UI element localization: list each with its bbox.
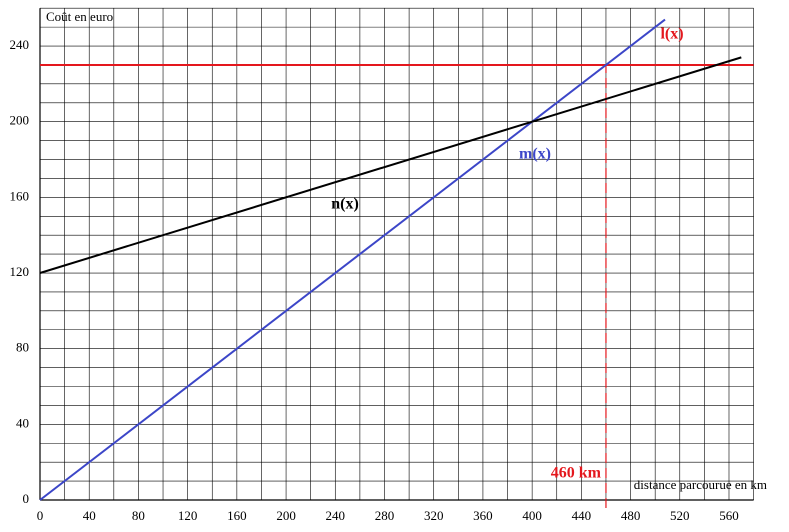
x-tick-label: 0 <box>37 508 44 523</box>
x-tick-label: 400 <box>522 508 542 523</box>
series-label: m(x) <box>519 146 551 163</box>
x-tick-label: 480 <box>621 508 641 523</box>
x-tick-label: 40 <box>83 508 96 523</box>
x-tick-label: 160 <box>227 508 247 523</box>
x-tick-label: 120 <box>178 508 198 523</box>
x-tick-label: 360 <box>473 508 493 523</box>
chart: Coût en euro distance parcourue en km 0 4… <box>0 0 789 532</box>
x-tick-label: 440 <box>572 508 592 523</box>
y-tick-label: 120 <box>10 264 30 279</box>
y-tick-label: 80 <box>16 340 29 355</box>
x-tick-label: 280 <box>375 508 395 523</box>
x-tick-label: 560 <box>719 508 739 523</box>
y-tick-label: 240 <box>10 37 30 52</box>
x-tick-label: 80 <box>132 508 145 523</box>
y-tick-label: 0 <box>23 491 30 506</box>
y-tick-label: 160 <box>10 188 30 203</box>
series-label: n(x) <box>331 196 359 213</box>
series-line <box>40 20 665 500</box>
series-label: l(x) <box>660 26 683 43</box>
x-tick-label: 520 <box>670 508 690 523</box>
x-tick-label: 200 <box>276 508 296 523</box>
y-axis-label: Coût en euro <box>46 9 113 24</box>
y-tick-label: 40 <box>16 415 29 430</box>
y-tick-label: 200 <box>10 113 30 128</box>
x-axis-label: distance parcourue en km <box>634 477 767 492</box>
x-tick-label: 320 <box>424 508 444 523</box>
x-tick-label: 240 <box>326 508 346 523</box>
marker-label: 460 km <box>551 465 602 482</box>
series-line <box>40 57 741 273</box>
